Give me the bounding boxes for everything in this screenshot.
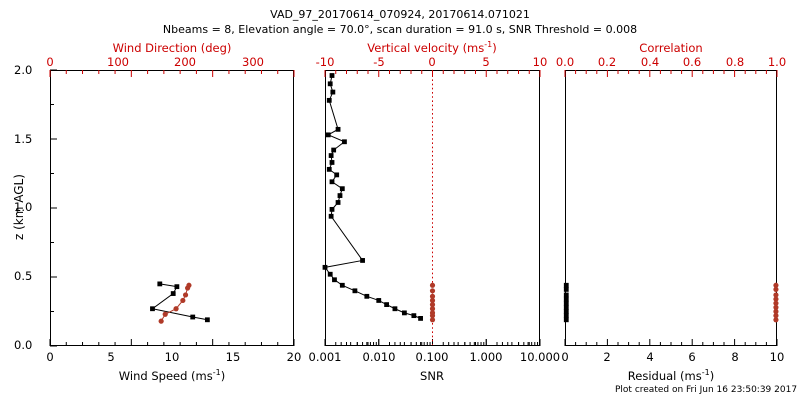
res-tick-2: 2 bbox=[603, 350, 611, 364]
corr-tick-02: 0.2 bbox=[597, 55, 617, 69]
wind-spd-tick-15: 15 bbox=[225, 350, 241, 364]
corr-tick-08: 0.8 bbox=[725, 55, 745, 69]
res-axis-label-exponent: -1 bbox=[701, 368, 710, 378]
vv-axis-label-text: Vertical velocity (ms bbox=[367, 41, 485, 55]
res-tick-4: 4 bbox=[646, 350, 654, 364]
wind-dir-tick-0: 0 bbox=[46, 55, 54, 69]
vv-tick-neg5: -5 bbox=[373, 55, 385, 69]
wind-dir-tick-200: 200 bbox=[174, 55, 196, 69]
corr-tick-04: 0.4 bbox=[640, 55, 660, 69]
panel-wind-plot-area bbox=[50, 70, 294, 346]
wind-axis-label-exponent: -1 bbox=[212, 368, 221, 378]
wind-spd-tick-5: 5 bbox=[107, 350, 115, 364]
wind-axis-label-text: Wind Speed (ms bbox=[118, 369, 213, 383]
vv-tick-0: 0 bbox=[428, 55, 436, 69]
snr-tick-1000: 1.000 bbox=[469, 350, 503, 364]
panel-wind-top-axis-label: Wind Direction (deg) bbox=[112, 41, 232, 55]
wind-spd-tick-0: 0 bbox=[46, 350, 54, 364]
snr-tick-0010: 0.010 bbox=[362, 350, 396, 364]
y-tick-4: 2.0 bbox=[14, 63, 33, 77]
corr-tick-00: 0.0 bbox=[555, 55, 575, 69]
corr-tick-10: 1.0 bbox=[767, 55, 787, 69]
res-tick-8: 8 bbox=[731, 350, 739, 364]
res-tick-10: 10 bbox=[769, 350, 785, 364]
panel-residual-plot-area bbox=[565, 70, 777, 346]
snr-tick-10000: 10.000 bbox=[519, 350, 561, 364]
res-axis-label-tail: ) bbox=[709, 369, 715, 383]
res-axis-label-text: Residual (ms bbox=[627, 369, 702, 383]
y-tick-2: 1.0 bbox=[14, 200, 33, 214]
panel-snr-top-axis-label: Vertical velocity (ms-1) bbox=[367, 41, 496, 55]
vv-axis-label-exponent: -1 bbox=[484, 40, 493, 50]
panel-snr-plot-area bbox=[325, 70, 540, 346]
panel-snr-bottom-axis-label: SNR bbox=[420, 369, 444, 383]
corr-tick-06: 0.6 bbox=[682, 55, 702, 69]
wind-dir-tick-100: 100 bbox=[107, 55, 129, 69]
snr-tick-0100: 0.100 bbox=[415, 350, 449, 364]
res-tick-6: 6 bbox=[688, 350, 696, 364]
footer-created-text: Plot created on Fri Jun 16 23:50:39 2017 bbox=[615, 385, 798, 395]
wind-spd-tick-10: 10 bbox=[164, 350, 180, 364]
vv-tick-neg10: -10 bbox=[315, 55, 335, 69]
y-tick-1: 0.5 bbox=[14, 269, 33, 283]
figure-title: VAD_97_20170614_070924, 20170614.071021 bbox=[270, 8, 530, 21]
y-tick-0: 0.0 bbox=[14, 338, 33, 352]
wind-dir-tick-300: 300 bbox=[242, 55, 264, 69]
wind-axis-label-tail: ) bbox=[220, 369, 226, 383]
snr-tick-0001: 0.001 bbox=[308, 350, 342, 364]
panel-residual-bottom-axis-label: Residual (ms-1) bbox=[628, 369, 714, 383]
vv-tick-10: 10 bbox=[532, 55, 548, 69]
panel-residual-top-axis-label: Correlation bbox=[639, 41, 703, 55]
y-tick-3: 1.5 bbox=[14, 132, 33, 146]
res-tick-0: 0 bbox=[561, 350, 569, 364]
figure-subtitle: Nbeams = 8, Elevation angle = 70.0°, sca… bbox=[162, 23, 638, 36]
vv-axis-label-tail: ) bbox=[492, 41, 497, 55]
wind-spd-tick-20: 20 bbox=[286, 350, 302, 364]
panel-wind-bottom-axis-label: Wind Speed (ms-1) bbox=[119, 369, 225, 383]
vv-tick-5: 5 bbox=[482, 55, 490, 69]
